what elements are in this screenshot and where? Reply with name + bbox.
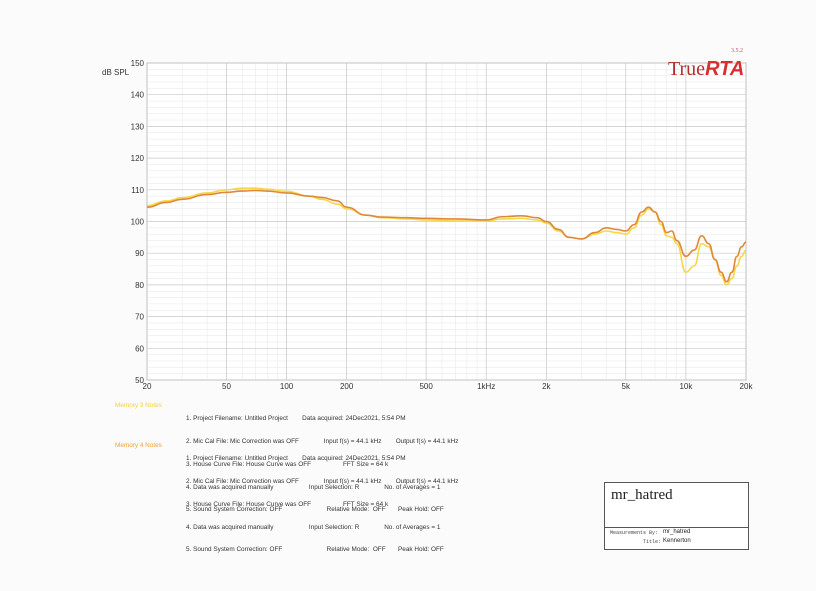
x-tick-label: 20 [143, 382, 152, 391]
memory3-note-line: 4. Data was acquired manually Input Sele… [186, 483, 441, 491]
x-tick-label: 20k [740, 382, 754, 391]
x-tick-label: 500 [419, 382, 433, 391]
memory4-note-line: 3. House Curve File: House Curve was OFF… [186, 500, 389, 508]
x-tick-label: 100 [280, 382, 294, 391]
memory3-notes: 1. Project Filename: Untitled Project Da… [186, 400, 458, 529]
signature: mr_hatred [611, 487, 673, 503]
y-tick-label: 140 [131, 91, 145, 100]
stamp-divider [605, 527, 748, 528]
memory3-notes-label: Memory 3 Notes [115, 402, 162, 409]
y-tick-label: 100 [131, 218, 145, 227]
title-value: Kennerton [663, 538, 691, 544]
x-tick-label: 1kHz [477, 382, 495, 391]
grid-major [146, 62, 747, 381]
measurements-by-value: mr_hatred [663, 529, 691, 535]
logo-rta-text: RTA [705, 58, 745, 80]
y-tick-label: 70 [135, 313, 144, 322]
memory3-note-line: 5. Sound System Correction: OFF Relative… [186, 506, 444, 514]
memory4-note-line: 4. Data was acquired manually Input Sele… [186, 523, 441, 531]
memory4-note-line: 5. Sound System Correction: OFF Relative… [186, 546, 444, 554]
y-tick-label: 130 [131, 122, 145, 131]
memory4-notes-label: Memory 4 Notes [115, 442, 162, 449]
y-tick-label: 50 [135, 376, 144, 385]
memory3-note-line: 1. Project Filename: Untitled Project Da… [186, 415, 406, 423]
y-tick-labels: 50 60 70 80 90 100 110 120 130 140 150 [131, 59, 145, 385]
x-tick-label: 50 [222, 382, 231, 391]
y-tick-label: 120 [131, 154, 145, 163]
x-tick-label: 10k [679, 382, 693, 391]
x-tick-labels: 20 50 100 200 500 1kHz 2k 5k 10k 20k [143, 382, 754, 391]
series-layer [146, 187, 747, 286]
memory4-note-line: 1. Project Filename: Untitled Project Da… [186, 455, 406, 463]
logo-true-text: True [668, 58, 706, 80]
measurements-by-label: Measurements By: [610, 530, 659, 536]
x-tick-label: 2k [542, 382, 551, 391]
truerta-logo: TrueRTA [668, 58, 744, 80]
version-label: 3.5.2 [731, 48, 743, 54]
memory4-note-line: 2. Mic Cal File: Mic Correction was OFF … [186, 477, 459, 485]
memory3-note-line: 2. Mic Cal File: Mic Correction was OFF … [186, 437, 459, 445]
y-tick-label: 80 [135, 281, 144, 290]
memory4-notes: 1. Project Filename: Untitled Project Da… [186, 440, 458, 569]
title-label: Title: [643, 539, 662, 545]
memory3-note-line: 3. House Curve File: House Curve was OFF… [186, 460, 389, 468]
signature-stamp: mr_hatred Measurements By: mr_hatred Tit… [604, 482, 749, 550]
y-tick-label: 90 [135, 249, 144, 258]
y-tick-label: 110 [131, 186, 144, 195]
y-tick-label: 150 [131, 59, 145, 68]
grid-minor [147, 63, 746, 380]
y-axis-label: dB SPL [102, 68, 130, 77]
x-tick-label: 200 [340, 382, 354, 391]
x-tick-label: 5k [622, 382, 631, 391]
series-line-2 [146, 189, 747, 283]
y-tick-label: 60 [135, 344, 144, 353]
